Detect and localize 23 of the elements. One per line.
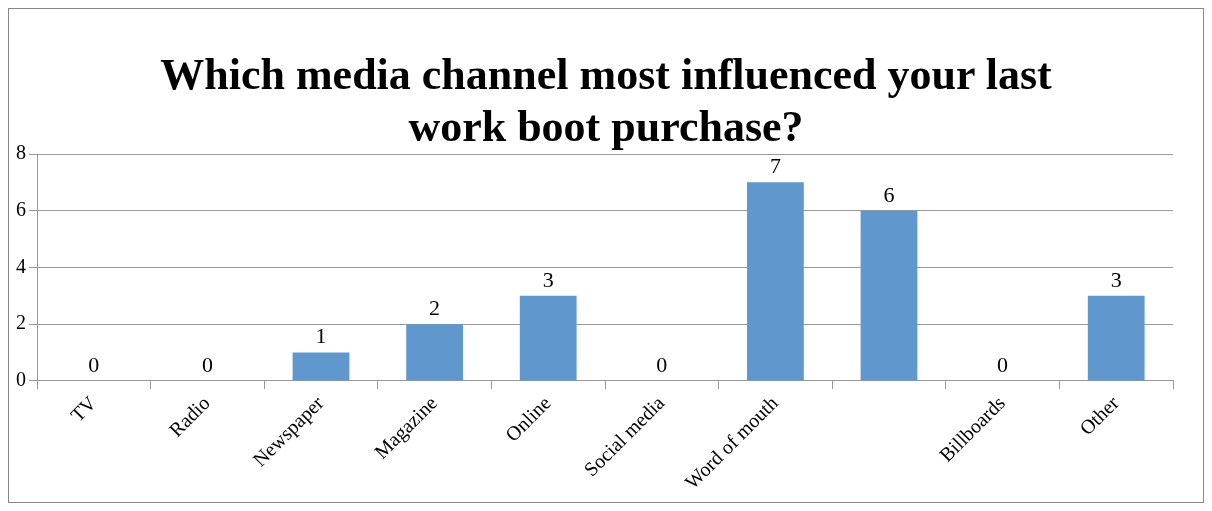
x-tick-label: TV — [65, 391, 101, 426]
data-label: 3 — [542, 266, 554, 292]
data-label: 0 — [997, 351, 1009, 377]
y-tick-label: 2 — [16, 311, 26, 334]
y-tick-label: 4 — [16, 254, 26, 277]
data-label: 2 — [429, 295, 441, 321]
data-label: 0 — [88, 351, 100, 377]
data-label: 3 — [1110, 266, 1122, 292]
data-label: 7 — [769, 153, 781, 179]
bar — [292, 352, 350, 381]
bar — [519, 295, 577, 381]
bar — [406, 324, 463, 381]
y-tick-label: 0 — [16, 368, 26, 391]
bar — [1087, 295, 1145, 381]
data-label: 6 — [883, 181, 895, 207]
data-label: 0 — [201, 351, 213, 377]
chart-title: Which media channel most influenced your last work boot purchase? — [159, 49, 1053, 151]
data-label: 1 — [315, 323, 327, 349]
bar — [747, 182, 804, 381]
y-tick-label: 6 — [16, 197, 26, 220]
y-tick-label: 8 — [16, 141, 26, 164]
bar — [860, 210, 918, 381]
data-label: 0 — [656, 351, 668, 377]
